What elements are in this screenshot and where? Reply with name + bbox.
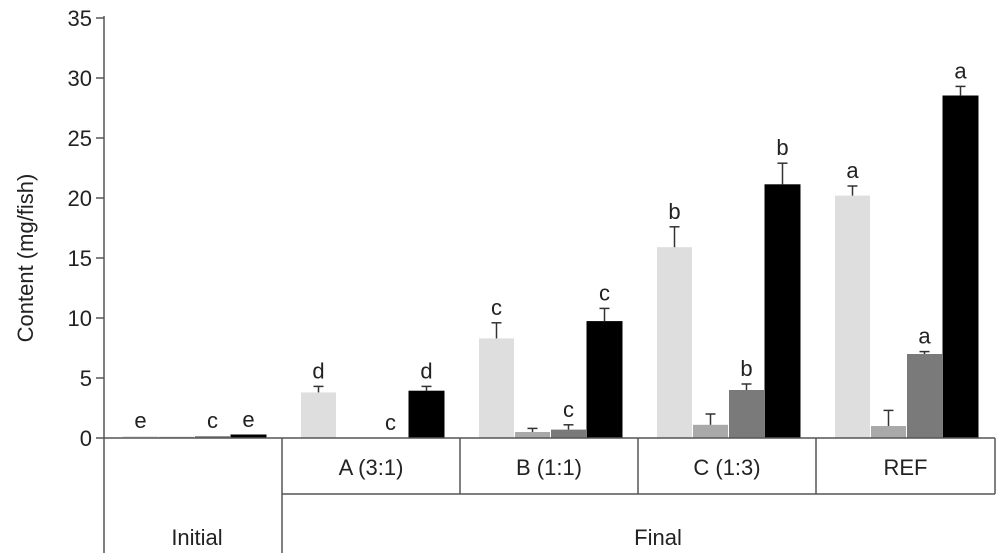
bar: [551, 429, 586, 438]
bar: [657, 247, 692, 438]
y-tick-label: 5: [80, 366, 92, 391]
bar: [586, 321, 623, 439]
significance-letter: c: [385, 410, 396, 435]
significance-letter: d: [420, 358, 432, 383]
bar: [479, 338, 514, 438]
significance-letter: b: [776, 135, 788, 160]
significance-letter: b: [740, 356, 752, 381]
significance-letter: a: [954, 58, 967, 83]
significance-letter: e: [242, 407, 254, 432]
significance-letter: d: [312, 358, 324, 383]
significance-letter: c: [563, 397, 574, 422]
bar: [301, 392, 336, 438]
y-tick-label: 25: [68, 126, 92, 151]
significance-letter: a: [918, 324, 931, 349]
category-label: REF: [884, 455, 928, 480]
category-label: C (1:3): [693, 455, 760, 480]
bar: [123, 436, 158, 438]
bar: [729, 390, 764, 438]
y-tick-label: 35: [68, 6, 92, 31]
outer-group-label-final: Final: [634, 525, 682, 550]
significance-letter: a: [846, 158, 859, 183]
bar: [835, 195, 870, 438]
bar: [195, 436, 230, 438]
bar: [764, 184, 801, 439]
y-tick-label: 10: [68, 306, 92, 331]
significance-letter: c: [599, 280, 610, 305]
outer-group-label-initial: Initial: [171, 525, 222, 550]
y-tick-label: 0: [80, 426, 92, 451]
significance-letter: e: [134, 408, 146, 433]
category-label: A (3:1): [339, 455, 404, 480]
category-labels: A (3:1) B (1:1) C (1:3) REF Initial Final: [171, 455, 927, 550]
bar: [907, 354, 942, 438]
bar: [693, 424, 728, 438]
bar: [408, 390, 445, 439]
significance-letter: b: [668, 199, 680, 224]
bar: [871, 426, 906, 438]
y-axis-title: Content (mg/fish): [13, 174, 38, 343]
y-tick-label: 30: [68, 66, 92, 91]
significance-letter: c: [207, 408, 218, 433]
category-label: B (1:1): [516, 455, 582, 480]
significance-letter: c: [491, 295, 502, 320]
bar: [942, 95, 979, 439]
bar: [515, 432, 550, 438]
y-tick-label: 20: [68, 186, 92, 211]
y-axis-ticks: 0 5 10 15 20 25 30 35: [68, 6, 104, 451]
y-tick-label: 15: [68, 246, 92, 271]
axis-frame: [103, 16, 996, 553]
